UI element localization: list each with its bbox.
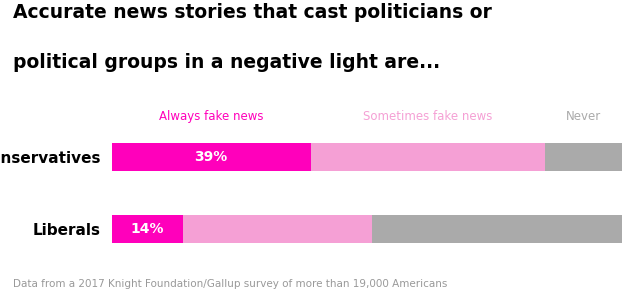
Bar	[183, 215, 372, 243]
Bar	[545, 143, 622, 171]
Text: Never: Never	[566, 110, 602, 123]
Text: 14%: 14%	[131, 222, 164, 236]
Bar	[372, 215, 622, 243]
Text: Sometimes fake news: Sometimes fake news	[364, 110, 493, 123]
Text: 39%: 39%	[195, 150, 228, 164]
Bar	[311, 143, 545, 171]
Bar	[112, 143, 311, 171]
Bar	[112, 215, 183, 243]
Text: political groups in a negative light are...: political groups in a negative light are…	[13, 53, 440, 72]
Text: Data from a 2017 Knight Foundation/Gallup survey of more than 19,000 Americans: Data from a 2017 Knight Foundation/Gallu…	[13, 279, 447, 289]
Text: Always fake news: Always fake news	[159, 110, 263, 123]
Text: Accurate news stories that cast politicians or: Accurate news stories that cast politici…	[13, 3, 492, 22]
